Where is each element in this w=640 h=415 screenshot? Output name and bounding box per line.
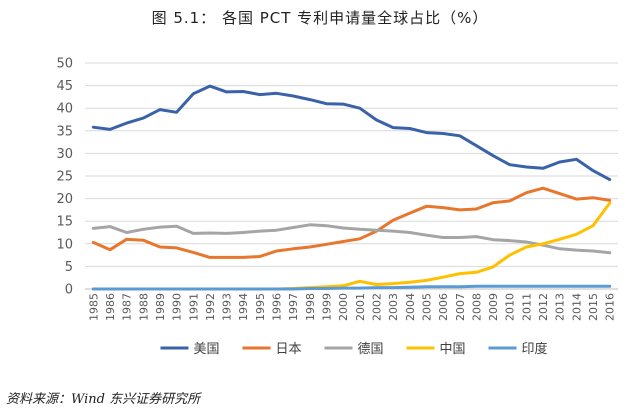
- x-tick-label: 1995: [254, 293, 267, 321]
- series-line: [91, 284, 612, 291]
- y-tick-label: 20: [56, 192, 73, 207]
- x-tick-label: 1998: [304, 293, 317, 321]
- series-line: [91, 201, 612, 291]
- y-axis: 0 5 10 15 20 25 30 35 40 45 50: [56, 57, 73, 298]
- legend: 美国 日本 德国 中国 印度: [160, 341, 548, 357]
- chart-title: 图 5.1： 各国 PCT 专利申请量全球占比（%）: [151, 9, 489, 27]
- x-tick-label: 2003: [387, 293, 400, 321]
- x-tick-label: 2008: [470, 293, 483, 321]
- y-tick-label: 10: [56, 237, 73, 252]
- x-axis: 1985 1986 1987 1988 1989 1990 1991 1992 1993 1994…: [87, 293, 616, 321]
- series-line: [91, 84, 612, 182]
- x-tick-label: 2004: [404, 293, 417, 321]
- series-lines: [91, 84, 612, 291]
- x-tick-label: 1991: [187, 293, 200, 321]
- x-tick-label: 2011: [520, 293, 533, 321]
- x-tick-label: 2002: [370, 293, 383, 321]
- x-tick-label: 2013: [554, 293, 567, 321]
- legend-label: 美国: [194, 342, 220, 357]
- x-tick-label: 2015: [587, 293, 600, 321]
- x-tick-label: 2016: [604, 293, 617, 321]
- x-tick-label: 1987: [121, 293, 134, 321]
- x-tick-label: 1985: [87, 293, 100, 321]
- x-tick-label: 2014: [570, 293, 583, 321]
- x-tick-label: 2009: [487, 293, 500, 321]
- y-tick-label: 35: [56, 124, 73, 139]
- y-tick-label: 40: [56, 102, 73, 117]
- x-tick-label: 1990: [171, 293, 184, 321]
- x-tick-label: 1999: [321, 293, 334, 321]
- x-tick-label: 2001: [354, 293, 367, 321]
- series-line: [91, 186, 612, 259]
- series-line: [91, 223, 612, 255]
- x-tick-label: 1986: [104, 293, 117, 321]
- x-tick-label: 1997: [287, 293, 300, 321]
- x-tick-label: 1989: [154, 293, 167, 321]
- x-tick-label: 2006: [437, 293, 450, 321]
- y-tick-label: 30: [56, 147, 73, 162]
- x-tick-label: 2000: [337, 293, 350, 321]
- x-tick-label: 2005: [420, 293, 433, 321]
- y-tick-label: 0: [65, 283, 73, 298]
- y-tick-label: 5: [65, 260, 73, 275]
- y-tick-label: 25: [56, 170, 73, 185]
- y-tick-label: 15: [56, 215, 73, 230]
- x-tick-label: 2010: [504, 293, 517, 321]
- x-tick-label: 1993: [221, 293, 234, 321]
- y-tick-label: 45: [56, 79, 73, 94]
- legend-label: 日本: [276, 342, 302, 357]
- legend-label: 印度: [522, 341, 548, 357]
- legend-label: 中国: [440, 342, 466, 357]
- x-tick-label: 1988: [137, 293, 150, 321]
- x-tick-label: 2012: [537, 293, 550, 321]
- x-tick-label: 1996: [271, 293, 284, 321]
- gridlines: [85, 62, 618, 290]
- source-note: 资料来源：Wind 东兴证券研究所: [6, 392, 201, 407]
- legend-label: 德国: [358, 342, 384, 357]
- x-tick-label: 1994: [237, 293, 250, 321]
- x-tick-label: 1992: [204, 293, 217, 321]
- y-tick-label: 50: [56, 57, 73, 72]
- x-tick-label: 2007: [454, 293, 467, 321]
